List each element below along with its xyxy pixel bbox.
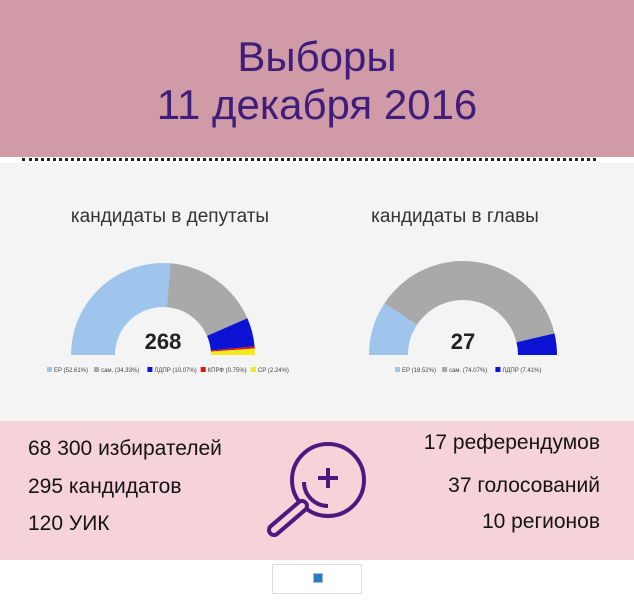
chart0-slice-1	[166, 263, 248, 336]
chart1-slice-0	[369, 303, 418, 355]
chart1-center-label: 27	[451, 329, 475, 354]
dotted-divider	[22, 158, 596, 161]
chart0-legend-swatch-2	[147, 367, 153, 372]
chart0-legend-label-1: сам. (34.33%)	[101, 368, 139, 374]
heads-half-donut-chart: 27 ЕР (18.52%) сам. (74.07%) ЛДПР (7.41%)	[369, 261, 557, 374]
stat-commissions: 120 УИК	[28, 512, 110, 535]
magnifier-plus-icon	[267, 442, 366, 537]
small-blue-square-icon	[313, 573, 323, 583]
stat-referendums: 17 референдумов	[423, 431, 600, 454]
chart0-legend-label-2: ЛДПР (10.07%)	[154, 368, 196, 374]
stat-votes: 37 голосований	[448, 474, 600, 497]
header-banner: Выборы 11 декабря 2016	[0, 0, 634, 157]
chart0-legend-swatch-0	[47, 367, 52, 372]
chart1-slice-2	[516, 333, 557, 355]
chart0-legend-swatch-1	[94, 367, 100, 372]
title-line-1: Выборы	[237, 33, 397, 80]
chart0-legend-label-0: ЕР (52.61%)	[54, 368, 88, 374]
chart0-slice-0	[71, 263, 171, 355]
chart0-legend-label-4: СР (2.24%)	[258, 368, 289, 374]
chart-title-heads: кандидаты в главы	[371, 206, 539, 227]
stat-candidates: 295 кандидатов	[28, 475, 182, 498]
chart0-slice-4	[210, 348, 255, 355]
chart0-legend-swatch-3	[200, 367, 206, 372]
chart1-legend-swatch-1	[442, 367, 448, 372]
chart0-legend-swatch-4	[250, 367, 256, 372]
chart0-center-label: 268	[145, 329, 182, 354]
title-line-2: 11 декабря 2016	[156, 81, 478, 128]
stat-regions: 10 регионов	[481, 510, 600, 533]
deputies-half-donut-chart: 268 ЕР (52.61%) сам. (34.33%) ЛДПР (10.07%)…	[47, 263, 289, 374]
chart1-legend-label-2: ЛДПР (7.41%)	[502, 368, 541, 374]
chart1-legend-label-1: сам. (74.07%)	[449, 368, 487, 374]
chart-title-deputies: кандидаты в депутаты	[70, 206, 270, 227]
chart0-slice-3	[210, 346, 255, 352]
chart1-slice-1	[384, 261, 555, 343]
chart0-slice-2	[207, 318, 255, 351]
footer-widget[interactable]	[272, 564, 362, 594]
chart0-legend-label-3: КПРФ (0.75%)	[208, 368, 247, 374]
stat-voters: 68 300 избирателей	[28, 437, 222, 460]
chart1-legend-label-0: ЕР (18.52%)	[402, 368, 436, 374]
chart1-legend-swatch-2	[495, 367, 501, 372]
chart1-legend-swatch-0	[395, 367, 400, 372]
